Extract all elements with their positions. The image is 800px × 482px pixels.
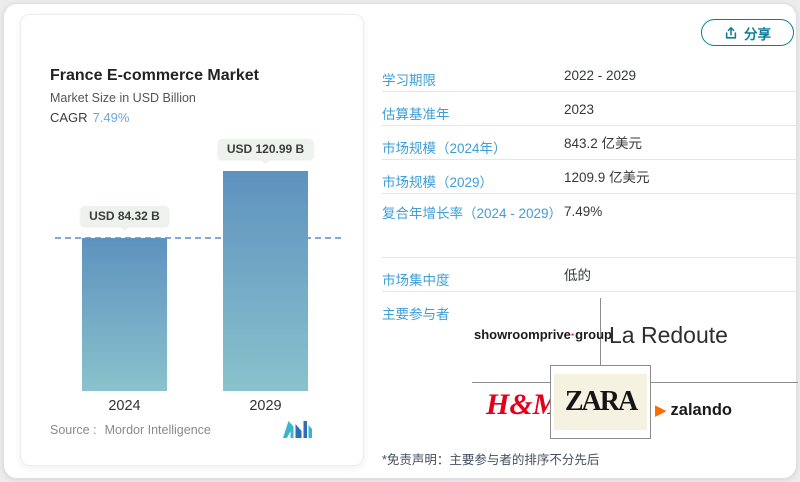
bar-2024-tooltip: USD 84.32 B <box>80 205 169 231</box>
mordor-intelligence-logo-icon <box>283 421 312 438</box>
bar-group-2029: USD 120.99 B <box>217 139 314 391</box>
cagr-label: CAGR <box>50 110 88 125</box>
zara-logo-cell: ZARA <box>550 365 651 439</box>
table-row-base-year: 估算基准年 2023 <box>382 92 796 126</box>
table-row-study-period: 学习期限 2022 - 2029 <box>382 54 796 92</box>
row-label: 主要参与者 <box>382 307 450 322</box>
zara-logo: ZARA <box>564 386 638 417</box>
group-text: group <box>575 327 612 342</box>
row-value: 843.2 亿美元 <box>564 136 643 151</box>
share-upload-icon <box>725 26 737 39</box>
x-axis-label-2024: 2024 <box>108 398 141 414</box>
zalando-text: zalando <box>670 401 732 419</box>
grid-line-horizontal-right <box>651 382 798 383</box>
table-row-major-players: 主要参与者 <box>382 292 796 326</box>
table-row-market-size-2029: 市场规模（2029） 1209.9 亿美元 <box>382 160 796 194</box>
row-value: 1209.9 亿美元 <box>564 170 650 185</box>
row-label: 复合年增长率（2024 - 2029） <box>382 206 563 221</box>
disclaimer-text: *免责声明：主要参与者的排序不分先后 <box>382 453 600 467</box>
row-value: 低的 <box>564 268 591 283</box>
zara-logo-background: ZARA <box>554 374 647 430</box>
bar-chart: USD 84.32 B USD 120.99 B <box>55 139 341 391</box>
row-label: 市场规模（2024年） <box>382 141 507 156</box>
row-label: 市场规模（2029） <box>382 175 494 190</box>
table-row-market-concentration: 市场集中度 低的 <box>382 258 796 292</box>
stats-table: 学习期限 2022 - 2029 估算基准年 2023 市场规模（2024年） … <box>382 54 796 326</box>
report-card: 分享 France E-commerce Market Market Size … <box>3 3 798 479</box>
zalando-triangle-icon: ▶ <box>655 402 667 419</box>
row-value: 2022 - 2029 <box>564 68 637 83</box>
table-row-market-size-2024: 市场规模（2024年） 843.2 亿美元 <box>382 126 796 160</box>
tooltip-caret <box>259 158 272 164</box>
showroomprive-text: showroomprive <box>474 327 571 342</box>
chart-card: France E-commerce Market Market Size in … <box>20 14 364 466</box>
source-label: Source : <box>50 423 97 437</box>
table-row-cagr: 复合年增长率（2024 - 2029） 7.49% <box>382 194 796 258</box>
bar-2029-tooltip: USD 120.99 B <box>217 139 314 164</box>
bar-group-2024: USD 84.32 B <box>80 145 169 391</box>
source-name: Mordor Intelligence <box>104 423 211 437</box>
tooltip-caret <box>118 224 131 231</box>
share-button[interactable]: 分享 <box>701 19 794 46</box>
grid-line-horizontal-left <box>472 382 550 383</box>
cagr-row: CAGR 7.49% <box>50 110 129 125</box>
showroomprive-dot: · <box>570 327 576 342</box>
row-label: 市场集中度 <box>382 273 450 288</box>
grid-line-vertical <box>600 298 601 365</box>
hm-logo: H&M <box>486 388 560 421</box>
showroomprive-group-logo: showroomprive·group <box>474 327 612 342</box>
reference-dashed-line <box>55 236 341 239</box>
bar-2029-value-label: USD 120.99 B <box>217 139 314 159</box>
chart-title: France E-commerce Market <box>50 67 259 84</box>
bar-2024 <box>82 237 167 391</box>
x-axis-label-2029: 2029 <box>249 398 282 414</box>
row-label: 学习期限 <box>382 73 436 88</box>
row-value: 7.49% <box>564 204 603 219</box>
la-redoute-logo: La Redoute <box>609 322 728 348</box>
row-label: 估算基准年 <box>382 107 450 122</box>
zalando-logo: ▶ zalando <box>655 401 732 420</box>
chart-subtitle: Market Size in USD Billion <box>50 91 196 105</box>
bar-2024-value-label: USD 84.32 B <box>80 205 169 226</box>
row-value: 2023 <box>564 102 595 117</box>
share-button-label: 分享 <box>744 26 771 42</box>
source-row: Source : Mordor Intelligence <box>50 423 211 437</box>
bar-2029 <box>223 171 308 391</box>
cagr-value: 7.49% <box>92 110 130 125</box>
